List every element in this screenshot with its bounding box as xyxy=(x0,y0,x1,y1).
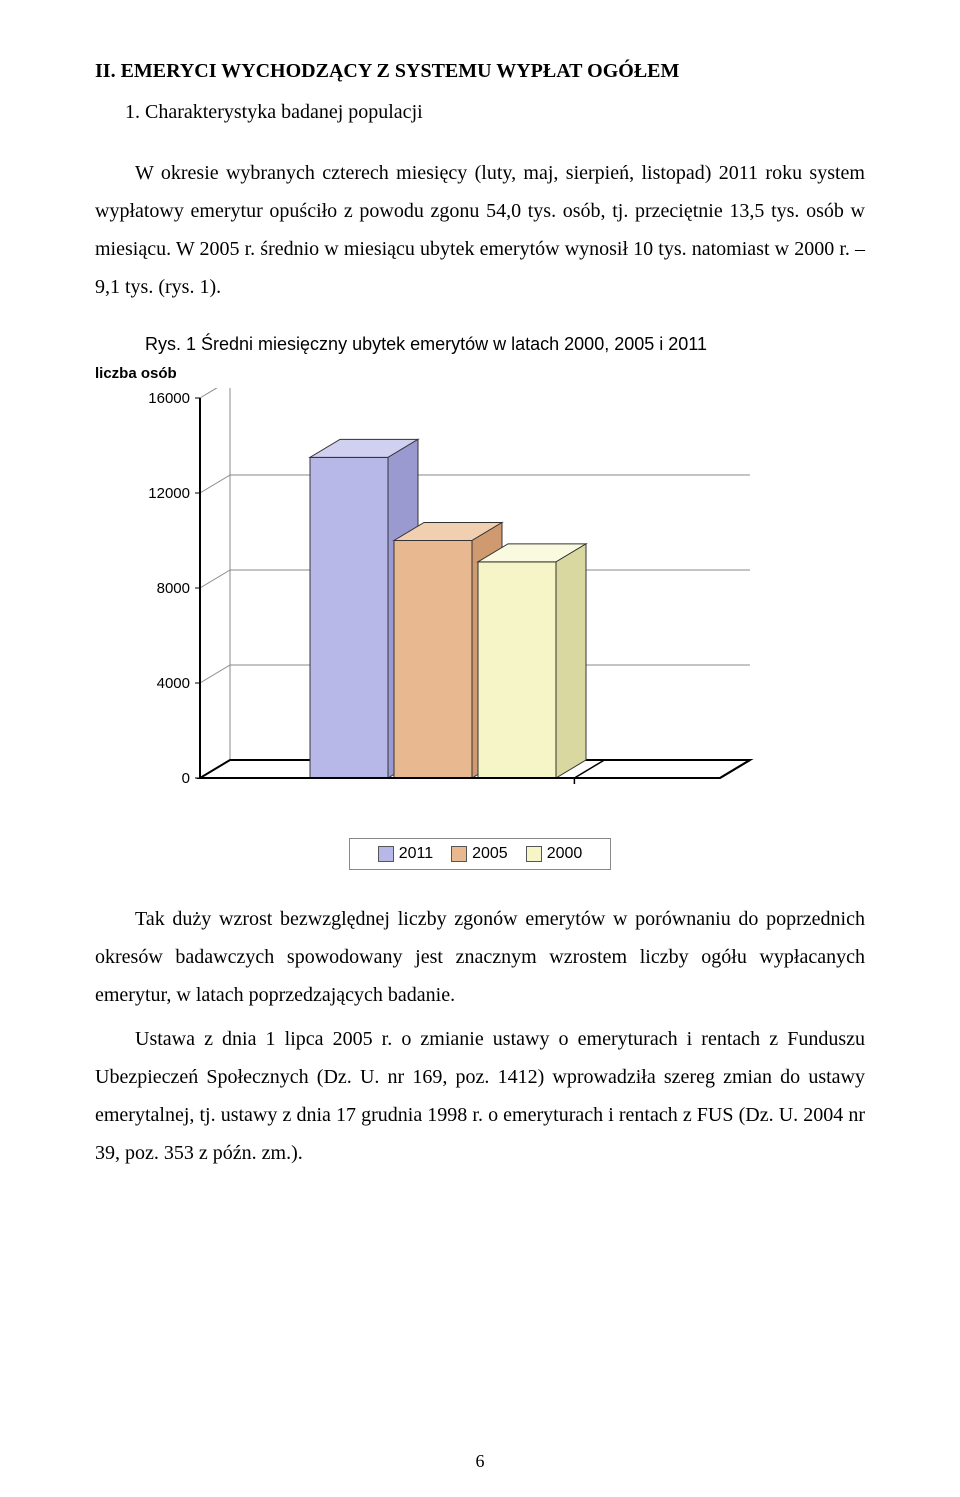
legend-swatch-2011 xyxy=(378,846,394,862)
page-number: 6 xyxy=(0,1451,960,1472)
legend-label-2000: 2000 xyxy=(547,845,583,863)
page-container: II. EMERYCI WYCHODZĄCY Z SYSTEMU WYPŁAT … xyxy=(0,0,960,1497)
legend-label-2011: 2011 xyxy=(399,845,433,863)
legend-label-2005: 2005 xyxy=(472,845,508,863)
legend-item-2005: 2005 xyxy=(451,845,508,863)
paragraph-1: W okresie wybranych czterech miesięcy (l… xyxy=(95,154,865,306)
chart-legend: 2011 2005 2000 xyxy=(349,838,611,870)
chart-caption: Rys. 1 Średni miesięczny ubytek emerytów… xyxy=(145,334,865,355)
svg-text:12000: 12000 xyxy=(148,485,190,502)
legend-item-2000: 2000 xyxy=(526,845,583,863)
y-axis-label: liczba osób xyxy=(95,365,865,382)
legend-swatch-2000 xyxy=(526,846,542,862)
chart-area: 0 4000 8000 12000 16000 xyxy=(130,388,830,818)
svg-text:16000: 16000 xyxy=(148,390,190,407)
legend-item-2011: 2011 xyxy=(378,845,433,863)
section-title: II. EMERYCI WYCHODZĄCY Z SYSTEMU WYPŁAT … xyxy=(95,60,865,83)
bar-chart-svg: 0 4000 8000 12000 16000 xyxy=(130,388,830,818)
subsection-title: 1. Charakterystyka badanej populacji xyxy=(125,101,865,124)
svg-text:4000: 4000 xyxy=(157,675,190,692)
paragraph-2: Tak duży wzrost bezwzględnej liczby zgon… xyxy=(95,900,865,1014)
legend-swatch-2005 xyxy=(451,846,467,862)
svg-text:0: 0 xyxy=(182,770,190,787)
paragraph-3: Ustawa z dnia 1 lipca 2005 r. o zmianie … xyxy=(95,1020,865,1172)
svg-text:8000: 8000 xyxy=(157,580,190,597)
